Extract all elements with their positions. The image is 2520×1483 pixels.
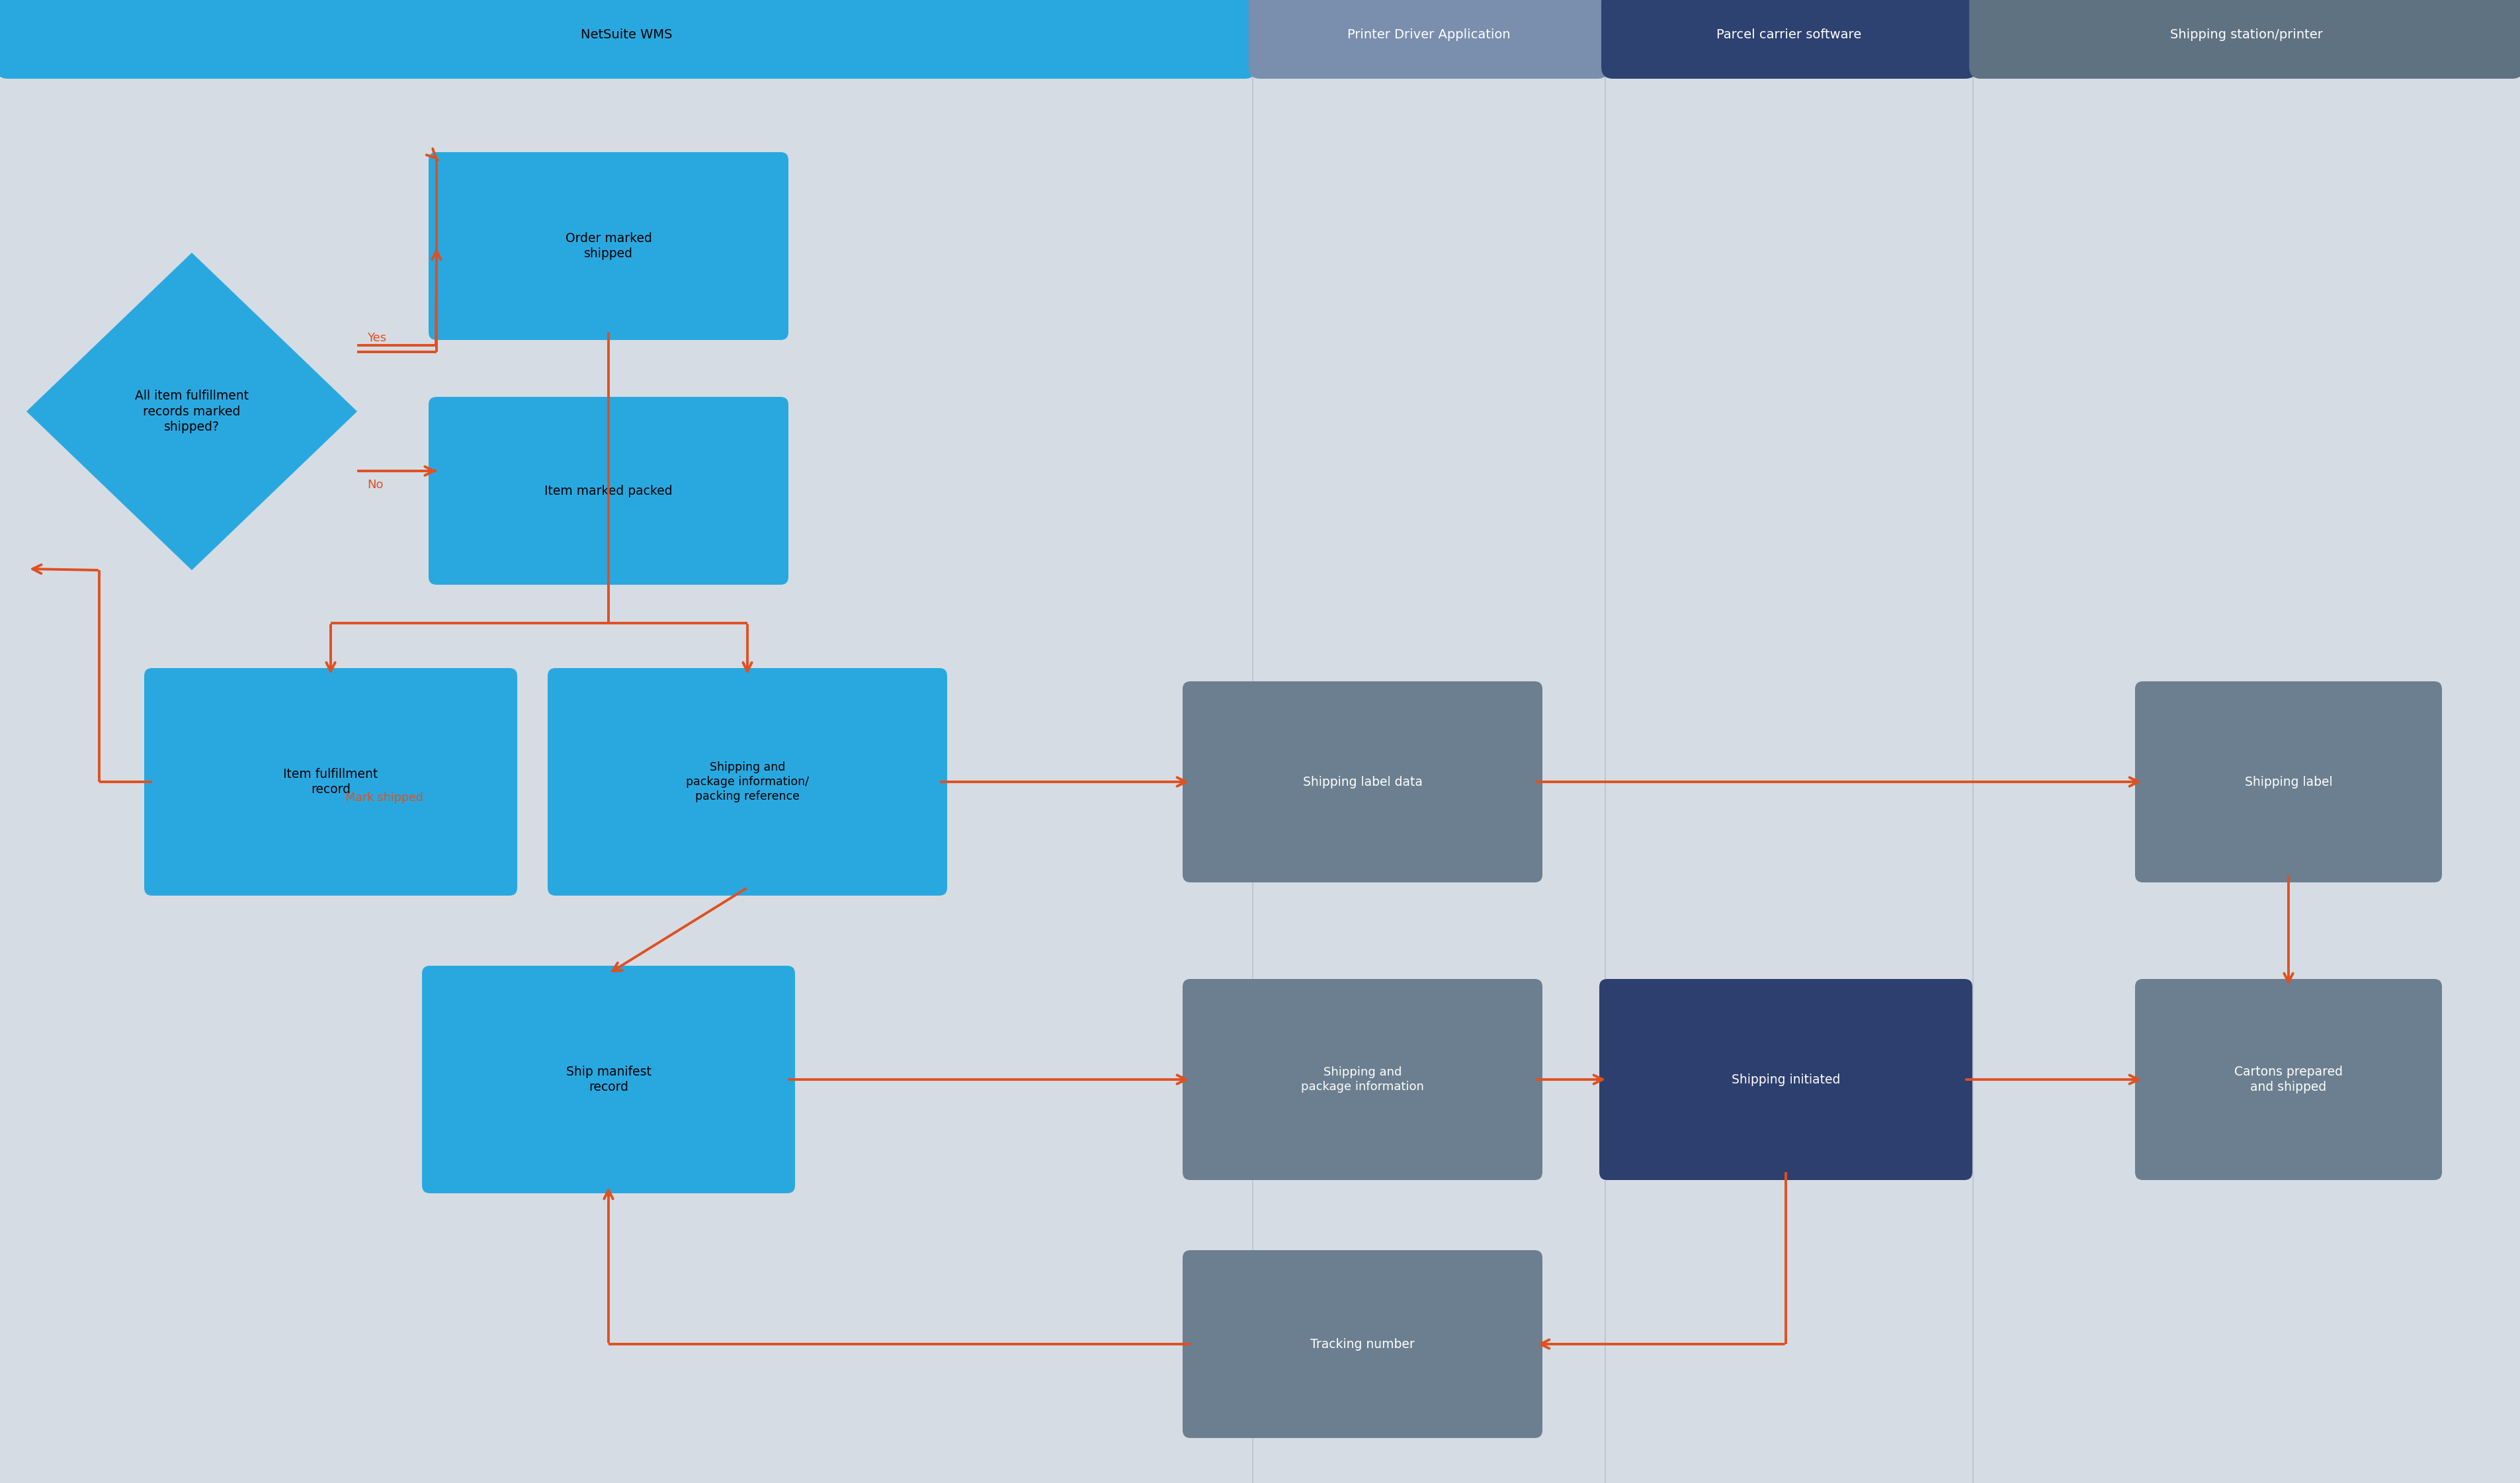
Text: Item fulfillment
record: Item fulfillment record <box>282 768 378 796</box>
Text: Shipping and
package information/
packing reference: Shipping and package information/ packin… <box>685 761 809 802</box>
Text: Shipping label data: Shipping label data <box>1303 776 1421 787</box>
Polygon shape <box>25 252 358 569</box>
FancyBboxPatch shape <box>428 153 789 340</box>
Text: Shipping label: Shipping label <box>2245 776 2334 787</box>
Text: Order marked
shipped: Order marked shipped <box>564 231 653 260</box>
FancyBboxPatch shape <box>428 397 789 584</box>
Text: Ship manifest
record: Ship manifest record <box>567 1065 650 1093</box>
Text: Shipping and
package information: Shipping and package information <box>1300 1066 1424 1093</box>
Text: Shipping initiated: Shipping initiated <box>1731 1074 1840 1086</box>
Text: Tracking number: Tracking number <box>1310 1338 1414 1351</box>
FancyBboxPatch shape <box>1968 0 2520 79</box>
Text: NetSuite WMS: NetSuite WMS <box>580 28 673 42</box>
FancyBboxPatch shape <box>1600 0 1978 79</box>
Text: Item marked packed: Item marked packed <box>544 485 673 497</box>
Text: Yes: Yes <box>368 332 386 344</box>
FancyBboxPatch shape <box>421 965 794 1194</box>
Text: Parcel carrier software: Parcel carrier software <box>1716 28 1862 42</box>
FancyBboxPatch shape <box>0 0 1257 79</box>
Text: Printer Driver Application: Printer Driver Application <box>1348 28 1509 42</box>
Text: Mark shipped: Mark shipped <box>345 792 423 804</box>
FancyBboxPatch shape <box>547 667 948 896</box>
FancyBboxPatch shape <box>1600 979 1973 1180</box>
Text: No: No <box>368 479 383 491</box>
FancyBboxPatch shape <box>1182 979 1542 1180</box>
FancyBboxPatch shape <box>1182 681 1542 882</box>
Text: Cartons prepared
and shipped: Cartons prepared and shipped <box>2235 1065 2344 1093</box>
FancyBboxPatch shape <box>1182 1250 1542 1439</box>
FancyBboxPatch shape <box>2134 979 2442 1180</box>
Text: All item fulfillment
records marked
shipped?: All item fulfillment records marked ship… <box>136 390 249 433</box>
Text: Shipping station/printer: Shipping station/printer <box>2170 28 2323 42</box>
FancyBboxPatch shape <box>144 667 517 896</box>
FancyBboxPatch shape <box>1247 0 1610 79</box>
FancyBboxPatch shape <box>2134 681 2442 882</box>
